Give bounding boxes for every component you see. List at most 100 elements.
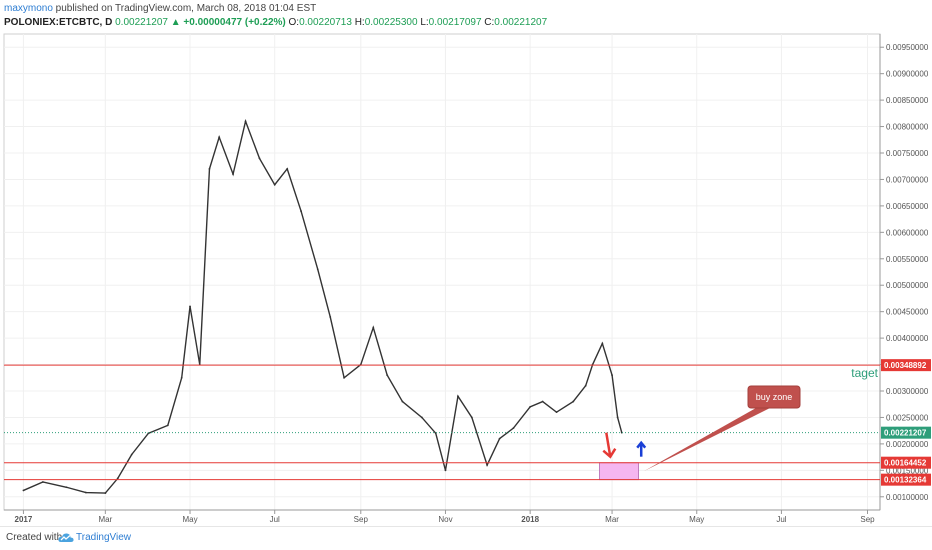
price-point <box>316 268 319 271</box>
y-tick-label: 0.00150000 <box>886 466 929 475</box>
publish-info: maxymono published on TradingView.com, M… <box>4 2 924 16</box>
price-point <box>286 167 289 170</box>
low-value: 0.00217097 <box>428 17 482 28</box>
y-tick-label: 0.00750000 <box>886 149 929 158</box>
footer: Created with TradingView <box>0 526 932 550</box>
price-label-box <box>881 456 931 469</box>
author-link[interactable]: maxymono <box>4 3 53 14</box>
y-tick-label: 0.00900000 <box>886 70 929 79</box>
high-value: 0.00225300 <box>364 17 418 28</box>
price-change: ▲ +0.00000477 (+0.22%) <box>170 17 286 28</box>
price-point <box>258 157 261 160</box>
price-point <box>130 453 133 456</box>
x-tick-label: Sep <box>354 515 369 524</box>
price-point <box>104 492 107 494</box>
y-tick-label: 0.00800000 <box>886 123 929 132</box>
price-point <box>512 427 515 429</box>
price-point <box>85 491 87 494</box>
buy-zone-rect <box>599 462 639 481</box>
price-point <box>116 477 119 480</box>
price-point <box>343 376 346 379</box>
x-tick-label: Mar <box>98 515 112 524</box>
price-point <box>498 437 501 440</box>
price-label-text: 0.00348892 <box>884 361 927 370</box>
price-point <box>180 376 183 379</box>
close-value: 0.00221207 <box>494 17 548 28</box>
x-tick-label: 2018 <box>521 515 539 524</box>
price-point <box>65 486 68 489</box>
y-tick-label: 0.00650000 <box>886 202 929 211</box>
price-point <box>616 416 619 419</box>
y-tick-label: 0.00100000 <box>886 493 929 502</box>
x-tick-label: Sep <box>860 515 875 524</box>
y-tick-label: 0.00500000 <box>886 281 929 290</box>
target-label: taget <box>851 366 878 380</box>
price-point <box>372 326 375 329</box>
open-value: 0.00220713 <box>299 17 352 28</box>
down-arrow-head <box>602 448 617 459</box>
last-price: 0.00221207 <box>115 17 168 28</box>
y-tick-label: 0.00250000 <box>886 413 929 422</box>
callout-pointer <box>643 408 770 472</box>
down-arrow-shaft <box>605 432 612 457</box>
y-tick-label: 0.00850000 <box>886 96 929 105</box>
plot-area <box>3 33 881 511</box>
y-tick-label: 0.00450000 <box>886 308 929 317</box>
price-label-text: 0.00164452 <box>884 459 927 468</box>
x-tick-label: Mar <box>605 515 619 524</box>
price-point <box>218 136 221 139</box>
chart-header: maxymono published on TradingView.com, M… <box>4 2 924 32</box>
y-tick-label: 0.00950000 <box>886 43 929 52</box>
price-point <box>208 167 211 170</box>
price-label-box <box>881 359 931 372</box>
low-label: L: <box>420 17 429 28</box>
y-tick-label: 0.00400000 <box>886 334 929 343</box>
price-point <box>273 183 276 186</box>
price-point <box>529 405 532 408</box>
y-tick-label: 0.00550000 <box>886 255 929 264</box>
price-point <box>232 173 234 176</box>
price-point <box>486 464 489 466</box>
x-tick-label: Jul <box>270 515 280 524</box>
price-point <box>584 384 587 387</box>
up-arrow-head <box>636 440 647 449</box>
price-point <box>611 374 613 377</box>
price-point <box>541 400 544 403</box>
close-label: C: <box>484 17 495 28</box>
price-point <box>166 424 169 427</box>
price-label-box <box>881 473 931 486</box>
price-point <box>444 469 447 472</box>
tradingview-cloud-icon <box>58 533 74 542</box>
price-point <box>189 305 191 308</box>
publish-text: published on TradingView.com, March 08, … <box>52 3 317 14</box>
price-point <box>244 120 247 123</box>
buy-zone-label: buy zone <box>756 392 793 402</box>
price-point <box>401 400 404 403</box>
created-with-text: Created with <box>6 532 63 543</box>
x-tick-label: May <box>689 515 704 524</box>
high-label: H: <box>354 17 365 28</box>
tradingview-brand[interactable]: TradingView <box>76 532 132 543</box>
price-point <box>41 481 44 483</box>
y-tick-label: 0.00300000 <box>886 387 929 396</box>
price-chart[interactable]: 0.00100000 0.00150000 0.00200000 0.00250000… <box>0 32 932 526</box>
callout-box <box>747 385 801 409</box>
price-label-box <box>881 426 931 439</box>
y-tick-label: 0.00700000 <box>886 175 929 184</box>
price-point <box>470 416 473 419</box>
price-point <box>601 342 604 345</box>
price-point <box>22 489 25 492</box>
price-point <box>329 316 332 318</box>
price-label-text: 0.00132364 <box>884 476 927 485</box>
price-point <box>420 416 423 419</box>
price-point <box>386 374 389 377</box>
x-tick-label: Jul <box>776 515 786 524</box>
x-tick-label: May <box>182 515 197 524</box>
price-point <box>300 210 302 213</box>
symbol-label: POLONIEX:ETCBTC, D <box>4 17 113 28</box>
price-label-text: 0.00221207 <box>884 429 927 438</box>
x-tick-label: 2017 <box>15 515 33 524</box>
price-point <box>457 395 459 398</box>
y-tick-label: 0.00200000 <box>886 440 929 449</box>
price-point <box>572 400 575 403</box>
